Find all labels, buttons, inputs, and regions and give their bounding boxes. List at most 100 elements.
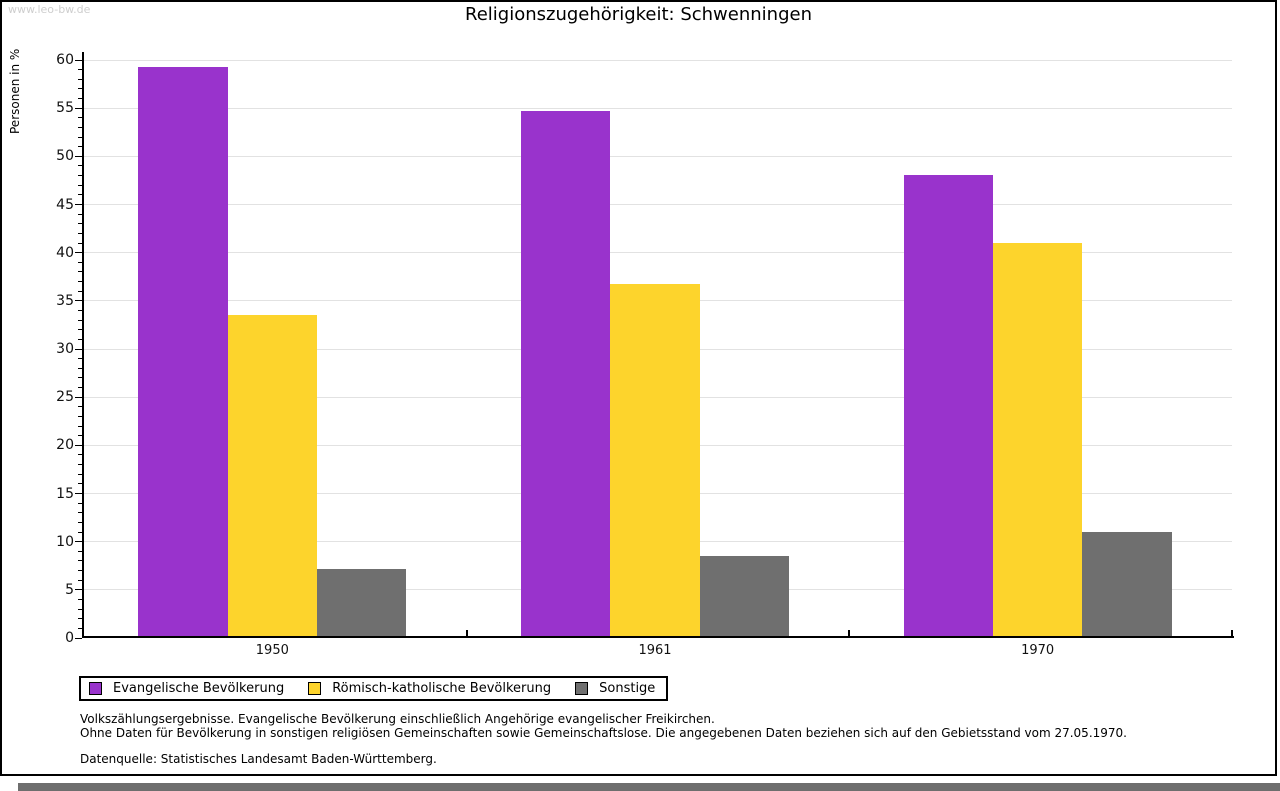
legend-label: Evangelische Bevölkerung [113, 681, 285, 696]
legend-swatch [575, 682, 589, 695]
y-axis-minor-tick [78, 184, 82, 186]
y-axis-tick-label: 50 [56, 148, 74, 165]
bottom-shadow [18, 783, 1280, 791]
y-axis-major-tick [75, 107, 82, 109]
y-axis-major-tick [75, 155, 82, 157]
y-axis-major-tick [75, 300, 82, 302]
x-axis-tick-label: 1970 [1021, 643, 1055, 658]
y-axis-minor-tick [78, 88, 82, 90]
y-axis-major-tick [75, 252, 82, 254]
x-axis-tick [848, 630, 851, 636]
y-axis-tick-label: 45 [56, 196, 74, 213]
y-axis-minor-tick [78, 473, 82, 475]
bar [138, 66, 228, 638]
y-axis-minor-tick [78, 483, 82, 485]
x-axis-tick [1231, 630, 1233, 636]
y-axis-minor-tick [78, 98, 82, 100]
y-axis-major-tick [75, 589, 82, 591]
chart-title: Religionszugehörigkeit: Schwenningen [465, 4, 812, 25]
legend: Evangelische Bevölkerung Römisch-katholis… [79, 676, 668, 701]
gridline [84, 204, 1232, 205]
y-axis-line [82, 52, 84, 638]
y-axis-minor-tick [78, 271, 82, 273]
y-axis-tick-label: 55 [56, 100, 74, 117]
y-axis-minor-tick [78, 319, 82, 321]
y-axis-major-tick [75, 493, 82, 494]
y-axis-major-tick [75, 637, 82, 639]
y-axis-minor-tick [78, 213, 82, 215]
y-axis-minor-tick [78, 560, 82, 562]
y-axis-minor-tick [78, 550, 82, 552]
y-axis-minor-tick [78, 387, 82, 389]
y-axis-minor-tick [78, 329, 82, 331]
footnote-line-1: Volkszählungsergebnisse. Evangelische Be… [80, 712, 715, 726]
y-axis-minor-tick [78, 194, 82, 196]
y-axis-minor-tick [78, 223, 82, 225]
bar [992, 243, 1083, 638]
y-axis-minor-tick [78, 618, 82, 620]
bar [316, 568, 407, 638]
legend-swatch [308, 682, 322, 695]
y-axis-tick-label: 20 [56, 437, 74, 454]
y-axis-tick-label: 40 [56, 244, 74, 261]
y-axis-tick-label: 5 [65, 581, 74, 598]
y-axis-tick-label: 30 [56, 341, 74, 357]
bar [699, 556, 789, 638]
y-axis-major-tick [75, 541, 82, 543]
y-axis-tick-label: 35 [56, 292, 74, 309]
legend-item: Römisch-katholische Bevölkerung [308, 681, 551, 696]
legend-item: Evangelische Bevölkerung [89, 681, 284, 696]
y-axis-minor-tick [78, 175, 82, 177]
y-axis-minor-tick [78, 627, 82, 629]
y-axis-minor-tick [78, 358, 82, 360]
y-axis-minor-tick [78, 136, 82, 138]
y-axis-tick-label: 15 [56, 485, 74, 502]
y-axis-minor-tick [78, 367, 82, 369]
data-source: Datenquelle: Statistisches Landesamt Bad… [80, 752, 437, 766]
bar [1082, 532, 1172, 638]
y-axis-minor-tick [78, 425, 82, 427]
legend-swatch [89, 682, 102, 695]
y-axis-minor-tick [78, 608, 82, 610]
y-axis-minor-tick [78, 309, 82, 311]
y-axis-tick-label: 60 [56, 52, 74, 68]
y-axis-minor-tick [78, 338, 82, 340]
legend-item: Sonstige [575, 681, 655, 696]
y-axis-minor-tick [78, 232, 82, 234]
y-axis-minor-tick [78, 146, 82, 148]
y-axis-major-tick [75, 204, 82, 205]
y-axis-minor-tick [78, 406, 82, 408]
y-axis-minor-tick [78, 579, 82, 581]
y-axis-label: Personen in % [8, 48, 22, 134]
y-axis-tick-label: 25 [56, 389, 74, 406]
bar [903, 174, 993, 638]
y-axis-major-tick [75, 444, 82, 446]
y-axis-minor-tick [78, 570, 82, 572]
y-axis-minor-tick [78, 165, 82, 167]
y-axis-minor-tick [78, 242, 82, 244]
y-axis-minor-tick [78, 261, 82, 263]
y-axis-major-tick [75, 396, 82, 398]
gridline [84, 155, 1232, 157]
y-axis-minor-tick [78, 281, 82, 283]
y-axis-minor-tick [78, 290, 82, 292]
x-axis-tick-label: 1961 [638, 643, 672, 658]
y-axis-minor-tick [78, 521, 82, 523]
y-axis-minor-tick [78, 464, 82, 466]
watermark: www.leo-bw.de [8, 3, 91, 16]
x-axis-tick [465, 630, 468, 636]
y-axis-minor-tick [78, 454, 82, 456]
x-axis-line [82, 636, 1234, 638]
y-axis-minor-tick [78, 69, 82, 71]
y-axis-tick-label: 0 [65, 630, 74, 646]
y-axis-minor-tick [78, 78, 82, 80]
gridline [84, 252, 1232, 254]
y-axis-minor-tick [78, 512, 82, 514]
legend-label: Sonstige [599, 681, 656, 696]
legend-label: Römisch-katholische Bevölkerung [332, 681, 552, 696]
y-axis-minor-tick [78, 502, 82, 504]
gridline [84, 59, 1232, 61]
y-axis-minor-tick [78, 377, 82, 379]
y-axis-minor-tick [78, 117, 82, 119]
footnotes: Volkszählungsergebnisse. Evangelische Be… [80, 712, 1127, 740]
